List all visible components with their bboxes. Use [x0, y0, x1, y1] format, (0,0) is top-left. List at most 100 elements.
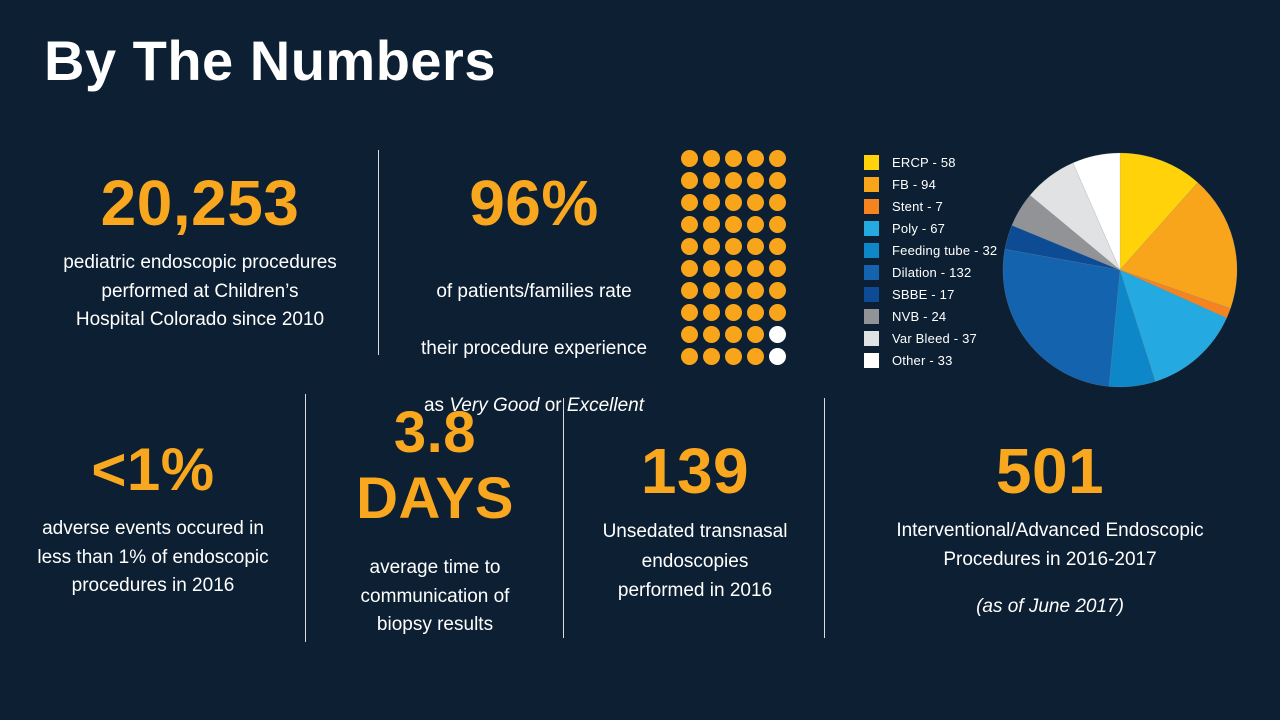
dot [703, 238, 720, 255]
legend-label: Stent - 7 [892, 199, 943, 214]
dot [703, 282, 720, 299]
dot [725, 260, 742, 277]
legend-item: Other - 33 [864, 353, 997, 368]
divider-vertical [305, 394, 306, 642]
legend-label: Var Bleed - 37 [892, 331, 977, 346]
legend-label: ERCP - 58 [892, 155, 956, 170]
legend-label: SBBE - 17 [892, 287, 955, 302]
dot [747, 216, 764, 233]
procedures-pie-chart [1002, 152, 1238, 388]
stat-transnasal-desc: Unsedated transnasal endoscopies perform… [602, 521, 788, 602]
legend-item: Var Bleed - 37 [864, 331, 997, 346]
stat-interventional-value: 501 [995, 435, 1105, 507]
legend-item: NVB - 24 [864, 309, 997, 324]
stat-procedures-value: 20,253 [100, 167, 300, 239]
dot [747, 348, 764, 365]
stat-procedures-desc: pediatric endoscopic procedures performe… [63, 252, 337, 331]
dot [747, 150, 764, 167]
stat-biopsy-days-value: 3.8 DAYS [356, 400, 514, 532]
legend-item: Dilation - 132 [864, 265, 997, 280]
dot [703, 150, 720, 167]
stat-adverse-events-value: <1% [91, 436, 215, 503]
dot [703, 304, 720, 321]
dot [769, 216, 786, 233]
dot [747, 282, 764, 299]
dot [769, 326, 786, 343]
pie-legend: ERCP - 58 FB - 94 Stent - 7 Poly - 67 Feedin… [864, 155, 997, 375]
stat-interventional: 501 Interventional/Advanced Endoscopic P… [848, 435, 1252, 618]
legend-item: FB - 94 [864, 177, 997, 192]
dot [769, 238, 786, 255]
pie-slice-other [1072, 152, 1121, 271]
dot [725, 326, 742, 343]
pie-slice-fb [1119, 182, 1238, 309]
legend-item: Stent - 7 [864, 199, 997, 214]
dot [769, 150, 786, 167]
stat-interventional-desc: Interventional/Advanced Endoscopic Proce… [896, 520, 1204, 570]
dot [703, 326, 720, 343]
legend-swatch [864, 287, 879, 302]
divider-vertical [824, 398, 825, 638]
pie-slice-nvb [1011, 194, 1121, 271]
legend-label: Other - 33 [892, 353, 953, 368]
stat-satisfaction-value: 96% [469, 167, 599, 239]
dot [725, 282, 742, 299]
stat-satisfaction: 96% of patients/families rate their proc… [398, 167, 670, 449]
dot [747, 194, 764, 211]
stat-interventional-note: (as of June 2017) [976, 596, 1124, 618]
stat-satisfaction-desc: of patients/families rate their procedur… [398, 249, 670, 449]
dot [769, 304, 786, 321]
dot [747, 304, 764, 321]
dot [681, 172, 698, 189]
stat-transnasal: 139 Unsedated transnasal endoscopies per… [578, 435, 812, 606]
legend-item: Poly - 67 [864, 221, 997, 236]
divider-vertical [563, 398, 564, 638]
legend-swatch [864, 331, 879, 346]
page-title: By The Numbers [44, 29, 496, 92]
dot [769, 282, 786, 299]
pie-slice-dilation [1002, 248, 1121, 387]
dot [681, 326, 698, 343]
dot [747, 238, 764, 255]
dot [725, 304, 742, 321]
legend-swatch [864, 243, 879, 258]
legend-label: Poly - 67 [892, 221, 946, 236]
dot [703, 348, 720, 365]
legend-swatch [864, 353, 879, 368]
dot [703, 194, 720, 211]
dot [725, 194, 742, 211]
dot [769, 172, 786, 189]
legend-item: SBBE - 17 [864, 287, 997, 302]
dot [681, 216, 698, 233]
dot [725, 216, 742, 233]
legend-label: NVB - 24 [892, 309, 947, 324]
legend-item: ERCP - 58 [864, 155, 997, 170]
legend-swatch [864, 199, 879, 214]
dot [747, 326, 764, 343]
stat-biopsy-days: 3.8 DAYS average time to communication o… [318, 400, 552, 640]
legend-swatch [864, 155, 879, 170]
dot [703, 260, 720, 277]
dot [681, 238, 698, 255]
stat-adverse-events-desc: adverse events occured in less than 1% o… [37, 518, 269, 596]
legend-swatch [864, 265, 879, 280]
divider-vertical [378, 150, 379, 355]
legend-swatch [864, 309, 879, 324]
stat-transnasal-value: 139 [640, 435, 750, 507]
stat-procedures: 20,253 pediatric endoscopic procedures p… [36, 167, 364, 335]
pie-slice-stent [1119, 269, 1231, 319]
dot [747, 260, 764, 277]
legend-swatch [864, 221, 879, 236]
pie-slice-poly [1119, 269, 1228, 382]
dot [769, 260, 786, 277]
stat-biopsy-days-desc: average time to communication of biopsy … [360, 557, 510, 636]
pie-slice-var-bleed [1029, 162, 1121, 271]
dot [703, 216, 720, 233]
satisfaction-dot-grid [681, 150, 786, 365]
pie-svg [1002, 152, 1238, 388]
stat-adverse-events: <1% adverse events occured in less than … [22, 438, 284, 601]
dot [725, 172, 742, 189]
legend-label: Feeding tube - 32 [892, 243, 998, 258]
dot [681, 150, 698, 167]
